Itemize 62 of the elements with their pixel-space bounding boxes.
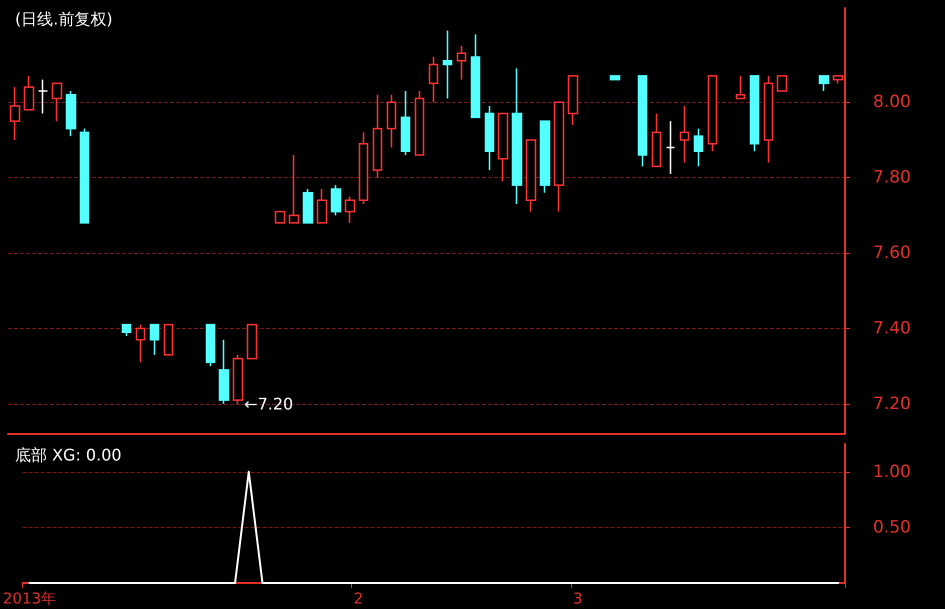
candlestick (818, 75, 830, 92)
candlestick (372, 94, 382, 178)
candlestick (512, 68, 522, 205)
y-tick-label: 8.00 (873, 92, 911, 112)
candlestick (400, 90, 410, 156)
candlestick (750, 75, 760, 152)
y-tick-label: 1.00 (873, 462, 911, 482)
candlestick (526, 139, 536, 212)
candlestick (344, 196, 356, 224)
y-tick-label: 0.50 (873, 517, 911, 538)
x-tick-label: 2013年 (2, 590, 56, 608)
candlestick (470, 34, 480, 118)
candlestick (122, 324, 132, 337)
candlestick (540, 120, 550, 194)
candlestick (66, 90, 76, 137)
y-tick-label: 7.40 (873, 318, 911, 338)
candlestick (302, 188, 314, 224)
candlestick (150, 324, 160, 356)
x-tick-label: 3 (572, 590, 582, 608)
candlestick (776, 75, 788, 92)
candlestick (80, 128, 90, 224)
candlestick (218, 339, 230, 405)
chart-title: 底部 XG: 0.00 (15, 446, 122, 464)
candlestick (358, 132, 368, 205)
candlestick (736, 75, 746, 100)
candlestick (206, 324, 216, 367)
candlestick (610, 75, 620, 80)
candlestick (274, 210, 286, 224)
candlestick (456, 44, 466, 80)
candlestick (764, 75, 774, 164)
y-tick-label: 7.20 (873, 394, 911, 414)
candlestick (708, 75, 718, 152)
candlestick (414, 90, 424, 156)
candlestick (316, 188, 328, 224)
y-tick-label: 7.80 (873, 168, 911, 188)
candlestick (330, 184, 342, 216)
candlestick (164, 324, 174, 356)
candlestick (428, 56, 438, 103)
candlestick (694, 128, 704, 168)
candlestick (386, 94, 396, 148)
candlestick (232, 354, 244, 405)
chart-title: (日线.前复权) (15, 10, 113, 28)
candlestick (680, 105, 690, 164)
x-tick-label: 2 (354, 590, 364, 608)
candlestick (554, 102, 564, 212)
annotation: ←7.20 (244, 394, 294, 414)
candlestick (442, 30, 452, 100)
candlestick (288, 154, 300, 224)
candlestick (10, 86, 20, 141)
candlestick (246, 324, 258, 360)
candlestick (38, 78, 48, 114)
candlestick (638, 75, 648, 168)
candlestick (666, 120, 676, 175)
candlestick (498, 112, 508, 182)
candlestick (136, 324, 146, 364)
candlestick (568, 75, 578, 126)
candlestick (832, 75, 844, 84)
y-tick-label: 7.60 (873, 243, 911, 264)
candlestick (24, 75, 34, 111)
candlestick (652, 112, 662, 168)
candlestick (52, 82, 62, 122)
candlestick (484, 105, 494, 171)
